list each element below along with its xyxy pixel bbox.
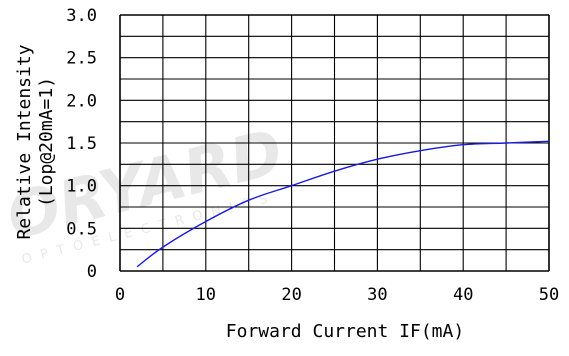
plot-grid — [119, 14, 550, 272]
y-tick-label: 1.0 — [66, 177, 97, 197]
x-tick-label: 10 — [196, 285, 216, 305]
y-tick-label: 1.5 — [66, 134, 97, 154]
y-tick-label: 0 — [87, 262, 97, 282]
series-line — [136, 140, 550, 268]
x-tick-labels: 0 10 20 30 40 50 — [115, 285, 559, 305]
x-tick-label: 30 — [367, 285, 387, 305]
y-axis-title-line2: (Lop@20mA=1) — [36, 77, 57, 207]
x-tick-label: 50 — [539, 285, 559, 305]
y-tick-label: 2.5 — [66, 49, 97, 69]
x-tick-label: 0 — [115, 285, 125, 305]
y-tick-label: 3.0 — [66, 6, 97, 26]
y-axis-title: Relative Intensity (Lop@20mA=1) — [14, 44, 57, 239]
x-tick-label: 20 — [281, 285, 301, 305]
y-axis-title-line1: Relative Intensity — [14, 44, 35, 239]
y-tick-label: 0.5 — [66, 219, 97, 239]
x-tick-label: 40 — [453, 285, 473, 305]
series-layer — [136, 140, 550, 268]
x-axis-title: Forward Current IF(mA) — [226, 321, 464, 342]
y-tick-label: 2.0 — [66, 91, 97, 111]
y-tick-labels: 0 0.5 1.0 1.5 2.0 2.5 3.0 — [66, 6, 97, 282]
